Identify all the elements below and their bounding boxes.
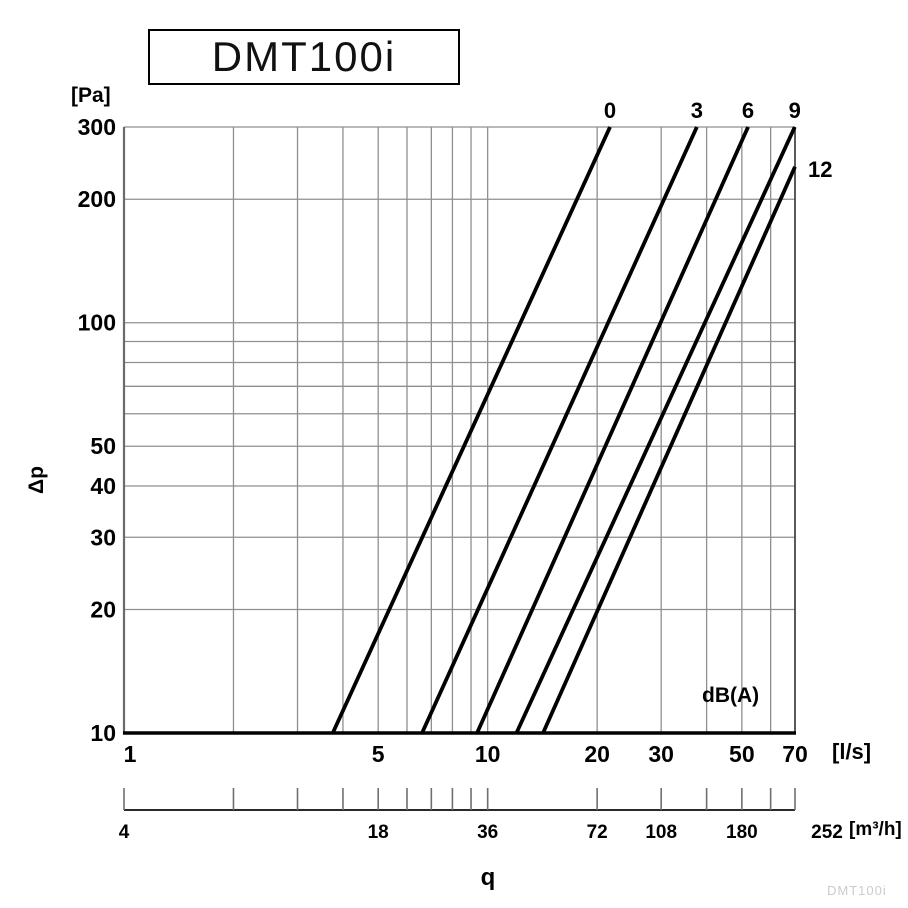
y-tick-label: 50 [90,433,116,459]
curve-9 [514,126,797,734]
curve-label-0: 0 [604,98,616,123]
x-tick-label: 5 [372,741,385,767]
x-axis-title: q [480,864,496,891]
x-tick-label: 30 [648,741,674,767]
secondary-x-tick-label: 72 [587,822,608,843]
curve-0 [331,126,612,734]
y-tick-label: 20 [90,597,116,623]
curve-label-12: 12 [808,157,832,182]
x-tick-label: 50 [729,741,755,767]
y-tick-label: 100 [78,310,116,336]
x-axis-unit-label: [l/s] [832,739,872,764]
curve-label-9: 9 [789,98,801,123]
secondary-x-tick-label: 108 [645,822,677,843]
secondary-x-tick-label: 180 [726,822,758,843]
watermark: DMT100i [827,883,887,898]
y-tick-label: 10 [90,720,116,746]
x-tick-label: 70 [782,741,808,767]
y-tick-label: 300 [78,114,116,140]
curve-label-3: 3 [691,98,703,123]
y-axis-title: Δp [25,466,48,494]
curve-12 [541,165,797,734]
curve-3 [420,126,699,734]
y-tick-label: 30 [90,524,116,550]
y-tick-label: 40 [90,473,116,499]
curve-6 [475,126,750,734]
title-box: DMT100i [148,29,460,85]
secondary-x-tick-label: 252 [811,822,843,843]
secondary-x-axis-unit-label: [m³/h] [849,819,902,840]
y-axis-unit-label: [Pa] [71,84,111,107]
x-tick-label: 1 [124,741,137,767]
x-tick-label: 10 [475,741,501,767]
series-unit-label: dB(A) [702,684,760,707]
x-tick-label: 20 [584,741,610,767]
secondary-x-tick-label: 18 [368,822,389,843]
page-title: DMT100i [211,33,397,80]
secondary-x-tick-label: 36 [477,822,498,843]
y-tick-label: 200 [78,186,116,212]
secondary-x-tick-label: 4 [119,822,130,843]
curve-label-6: 6 [742,98,754,123]
